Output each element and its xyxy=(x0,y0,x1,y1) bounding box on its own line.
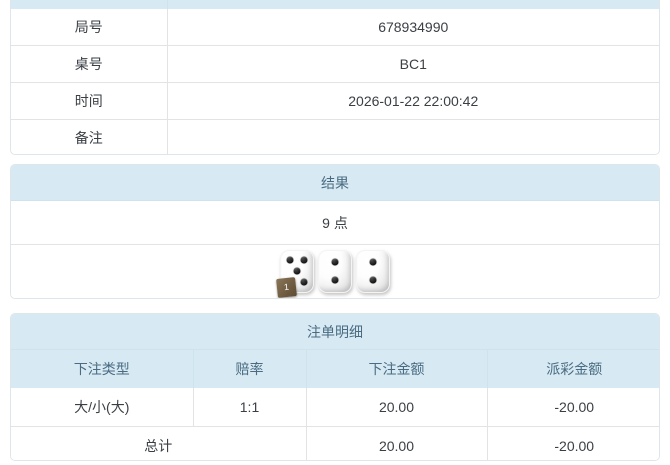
die-3 xyxy=(356,249,390,293)
table-header-row: 下注类型 赔率 下注金额 派彩金额 xyxy=(11,350,659,388)
col-header-payout: 派彩金额 xyxy=(486,350,659,388)
die-pip xyxy=(293,267,301,275)
cell-bet-type: 大/小(大) xyxy=(11,388,194,427)
info-label-time: 时间 xyxy=(11,82,168,120)
cell-total-label: 总计 xyxy=(11,426,307,460)
die-pip xyxy=(369,258,377,266)
round-info-table: 局号 678934990 桌号 BC1 时间 2026-01-22 22:00:… xyxy=(11,9,659,154)
table-row: 大/小(大) 1:1 20.00 -20.00 xyxy=(11,388,659,427)
table-row: 局号 678934990 xyxy=(11,9,659,46)
die-pip xyxy=(300,278,308,286)
table-total-row: 总计 20.00 -20.00 xyxy=(11,426,659,460)
info-value-round-no: 678934990 xyxy=(166,9,659,46)
table-row: 备注 xyxy=(11,119,659,154)
die-pip xyxy=(286,256,294,264)
col-header-bet-type: 下注类型 xyxy=(11,350,194,388)
top-header-sliver xyxy=(10,0,660,9)
info-label-table-no: 桌号 xyxy=(11,45,168,83)
result-points-text: 9 点 xyxy=(11,201,659,245)
col-header-bet-amount: 下注金额 xyxy=(305,350,488,388)
info-value-table-no: BC1 xyxy=(166,45,659,83)
die-badge-icon: 1 xyxy=(276,276,297,298)
cell-total-payout: -20.00 xyxy=(486,426,659,460)
cell-odds: 1:1 xyxy=(192,388,307,427)
cell-payout: -20.00 xyxy=(486,388,659,427)
result-panel: 结果 9 点 1 xyxy=(10,164,660,299)
table-row: 桌号 BC1 xyxy=(11,45,659,83)
info-value-remark xyxy=(166,119,659,154)
die-2 xyxy=(318,249,352,293)
round-info-panel: 局号 678934990 桌号 BC1 时间 2026-01-22 22:00:… xyxy=(10,9,660,155)
dice-row: 1 xyxy=(11,245,659,298)
info-label-remark: 备注 xyxy=(11,119,168,154)
die-pip xyxy=(331,258,339,266)
die-1: 1 xyxy=(276,249,314,298)
info-value-time: 2026-01-22 22:00:42 xyxy=(166,82,659,120)
bet-detail-panel: 注单明细 下注类型 赔率 下注金额 派彩金额 大/小(大) 1:1 20.00 … xyxy=(10,313,660,461)
die-pip xyxy=(369,276,377,284)
table-row: 时间 2026-01-22 22:00:42 xyxy=(11,82,659,120)
die-pip xyxy=(331,276,339,284)
die-pip xyxy=(300,256,308,264)
info-label-round-no: 局号 xyxy=(11,9,168,46)
col-header-odds: 赔率 xyxy=(192,350,307,388)
cell-total-amount: 20.00 xyxy=(305,426,488,460)
bet-panel-title: 注单明细 xyxy=(11,314,659,350)
bet-detail-table: 下注类型 赔率 下注金额 派彩金额 大/小(大) 1:1 20.00 -20.0… xyxy=(11,350,659,460)
cell-bet-amount: 20.00 xyxy=(305,388,488,427)
top-header-divider xyxy=(167,0,168,9)
result-panel-title: 结果 xyxy=(11,165,659,201)
